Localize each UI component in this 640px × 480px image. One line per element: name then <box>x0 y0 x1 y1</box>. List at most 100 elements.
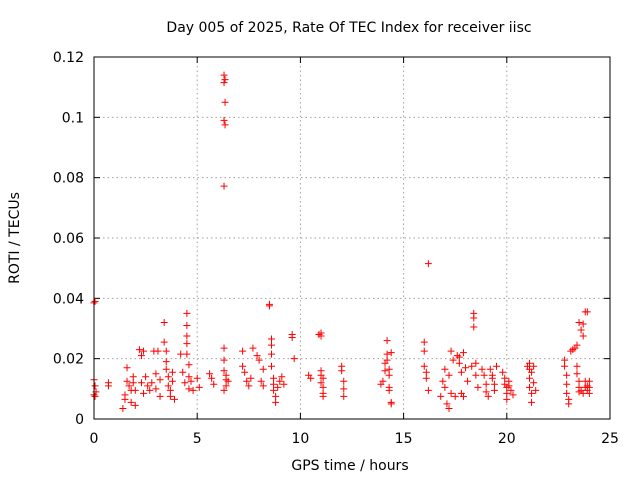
data-point <box>449 356 457 364</box>
data-point <box>247 374 255 382</box>
grid-lines <box>94 57 610 419</box>
data-point <box>340 385 348 393</box>
data-point <box>379 377 387 385</box>
data-point <box>104 382 112 390</box>
data-point <box>439 377 447 385</box>
data-point <box>338 367 346 375</box>
data-point <box>278 373 286 381</box>
data-point <box>195 383 203 391</box>
data-point <box>499 368 507 376</box>
data-point <box>162 358 170 366</box>
data-point <box>243 377 251 385</box>
data-point <box>181 379 189 387</box>
data-point <box>177 350 185 358</box>
x-tick-label: 25 <box>601 431 619 447</box>
data-point <box>185 373 193 381</box>
data-point <box>443 400 451 408</box>
data-point <box>268 335 276 343</box>
data-point <box>490 380 498 388</box>
data-point <box>160 338 168 346</box>
data-point <box>528 389 536 397</box>
data-point <box>156 376 164 384</box>
data-point <box>239 347 247 355</box>
data-point <box>319 392 327 400</box>
data-point <box>220 356 228 364</box>
data-point <box>505 377 513 385</box>
data-point <box>563 380 571 388</box>
data-point <box>206 370 214 378</box>
data-point <box>383 356 391 364</box>
data-point <box>532 386 540 394</box>
x-tick-label: 10 <box>291 431 309 447</box>
y-axis-label: ROTI / TECUs <box>7 192 23 284</box>
data-point <box>239 362 247 370</box>
data-point <box>144 382 152 390</box>
data-point <box>208 374 216 382</box>
data-point <box>245 382 253 390</box>
data-point <box>528 368 536 376</box>
data-point <box>340 377 348 385</box>
data-point <box>482 380 490 388</box>
data-point <box>183 350 191 358</box>
data-point <box>187 377 195 385</box>
data-point <box>91 382 99 390</box>
data-point <box>91 297 99 305</box>
data-point <box>241 368 249 376</box>
data-point <box>441 383 449 391</box>
y-tick-label: 0.04 <box>53 291 84 307</box>
data-point <box>146 386 154 394</box>
data-point <box>573 341 581 349</box>
data-point <box>530 379 538 387</box>
data-point <box>488 374 496 382</box>
data-point <box>131 386 139 394</box>
data-point <box>221 76 229 84</box>
data-point <box>447 347 455 355</box>
data-point <box>91 392 99 400</box>
data-point <box>307 374 315 382</box>
data-point <box>270 386 278 394</box>
data-point <box>387 349 395 357</box>
data-point <box>583 308 591 316</box>
data-point <box>220 367 228 375</box>
data-point <box>526 359 534 367</box>
data-point <box>585 377 593 385</box>
x-tick-label: 5 <box>193 431 202 447</box>
data-point <box>573 362 581 370</box>
x-tick-label: 0 <box>90 431 99 447</box>
data-point <box>272 392 280 400</box>
data-point <box>445 371 453 379</box>
data-point <box>183 332 191 340</box>
data-point <box>193 374 201 382</box>
data-point <box>317 329 325 337</box>
data-point <box>249 344 257 352</box>
x-tick-label: 15 <box>395 431 413 447</box>
y-tick-label: 0.08 <box>53 171 84 187</box>
data-point <box>220 79 228 87</box>
data-point <box>255 356 263 364</box>
data-point <box>220 182 228 190</box>
data-point <box>420 362 428 370</box>
data-point <box>220 116 228 124</box>
data-point <box>253 352 261 360</box>
data-point <box>270 380 278 388</box>
data-point <box>503 395 511 403</box>
data-point <box>459 392 467 400</box>
data-point <box>220 386 228 394</box>
data-point <box>142 373 150 381</box>
data-point <box>583 386 591 394</box>
data-point <box>381 367 389 375</box>
data-point <box>526 374 534 382</box>
data-point <box>166 386 174 394</box>
data-point <box>472 371 480 379</box>
data-point <box>385 365 393 373</box>
data-point <box>420 338 428 346</box>
y-tick-label: 0.02 <box>53 352 84 368</box>
data-point <box>290 355 298 363</box>
data-point <box>222 382 230 390</box>
data-point <box>470 314 478 322</box>
data-point <box>317 379 325 387</box>
data-point <box>210 380 218 388</box>
data-point <box>565 400 573 408</box>
data-point <box>156 392 164 400</box>
